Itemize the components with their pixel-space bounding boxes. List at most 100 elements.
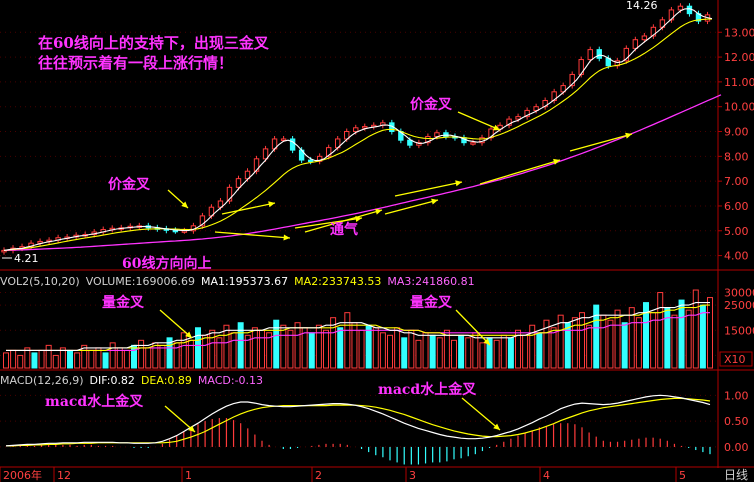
volume-bar-up [109,342,116,369]
macd-cross-label-1: macd水上金叉 [45,394,144,410]
time-axis-label: 2 [315,469,322,482]
volume-bar-down [308,332,315,369]
volume-bar-up [443,329,450,369]
volume-bar-up [323,329,329,369]
down-candle [443,132,449,137]
up-candle [226,186,233,202]
down-candle [596,49,602,59]
volume-bar-up [3,352,9,369]
volume-bar-up [152,342,159,369]
up-candle [235,178,242,188]
volume-bar-up [202,334,209,369]
volume-bar-down [166,337,173,369]
volume-bar-down [621,322,628,369]
volume-bar-up [557,314,564,369]
volume-bar-up [88,349,95,369]
volume-bar-up [586,324,593,369]
price-tick-label: 13.00 [724,26,754,39]
volume-bar-down [536,332,543,369]
volume-cross-arrow-1 [159,309,193,339]
up-candle [524,109,530,118]
volume-bar-up [436,337,443,369]
price-cross-arrow-2-head [493,124,500,131]
headline-line-1: 在60线向上的支持下，出现三金叉 [38,34,269,52]
volume-bar-up [394,327,401,369]
volume-bar-up [387,334,393,369]
up-candle [353,127,359,133]
volume-bar-up [173,342,180,369]
volume-bar-up [465,337,472,369]
volume-tick-label: 25000 [724,299,754,312]
dif-line [5,394,711,447]
volume-bar-down [678,299,685,369]
volume-unit-label: X10 [724,353,746,366]
down-candle [307,159,314,163]
volume-bar-down [664,307,671,369]
vent-arrow-1 [294,217,363,229]
time-axis-label: 2006年 [3,468,42,482]
price-cross-label-2: 价金叉 [410,97,452,113]
time-axis-label: 3 [409,469,416,482]
volume-bar-up [628,307,635,369]
price-tick-label: 8.00 [724,150,749,163]
macd-cross-arrow-1 [164,405,196,433]
volume-legend: VOL2(5,10,20) VOLUME:169006.69 MA1:195373.… [0,275,481,288]
up-candle [199,215,206,227]
vent-arrow-3-head [268,201,275,208]
volume-bar-up [479,342,486,369]
volume-bar-up [266,332,273,369]
vent-arrow-1-head [355,215,362,222]
up-candle [668,9,675,21]
volume-bar-up [614,309,621,369]
volume-legend-ma1: MA1:195373.67 [200,275,289,288]
price-tick-label: 9.00 [724,126,749,139]
volume-bar-up [38,349,45,369]
price-cross-arrow-2 [457,111,501,131]
volume-bar-up [657,292,664,369]
volume-tick-label: 30000 [724,287,754,300]
price-tick-label: 12.00 [724,51,754,64]
volume-ma3-line [6,312,710,351]
volume-bar-up [351,322,358,369]
volume-bar-up [159,344,166,369]
down-candle [407,139,413,146]
price-tick-label: 5.00 [724,225,749,238]
volume-bar-up [671,314,678,369]
up-candle [677,5,684,11]
volume-bar-up [145,347,152,369]
volume-bar-up [600,314,607,369]
volume-bar-up [372,327,379,369]
ma60-rising-label: 60线方向向上 [122,256,212,272]
volume-bar-up [280,324,287,369]
volume-bar-down [31,352,38,369]
volume-bar-up [59,347,66,369]
volume-bar-up [500,334,507,369]
macd-tick-label: 0.00 [724,441,749,454]
volume-bar-up [17,354,24,369]
up-candle [470,142,476,145]
volume-bar-up [180,332,187,369]
volume-bar-up [230,332,237,369]
down-candle [686,5,693,15]
price-cross-label-1: 价金叉 [108,177,150,193]
macd-legend-name: MACD(12,26,9) [0,374,84,387]
trend-arrow-1 [214,231,291,239]
volume-bar-down [458,334,465,369]
volume-bar-up [415,339,422,369]
price-tick-label: 10.00 [724,101,754,114]
headline-line-2: 往往预示着有一段上涨行情！ [38,54,234,72]
macd-legend: MACD(12,26,9) DIF:0.82 DEA:0.89 MACD:-0.13 [0,374,269,387]
volume-bar-down [237,322,244,369]
price-tick-label: 6.00 [724,200,749,213]
up-candle [641,35,648,41]
ma5-line [3,8,713,251]
volume-bar-up [685,309,692,369]
price-low-label: 4.21 [14,252,39,265]
up-candle [650,26,657,37]
volume-bar-up [251,327,258,369]
volume-bar-up [10,349,17,369]
macd-legend-macd: MACD:-0.13 [197,374,264,387]
macd-legend-dif: DIF:0.82 [89,374,135,387]
volume-bar-up [315,324,322,369]
